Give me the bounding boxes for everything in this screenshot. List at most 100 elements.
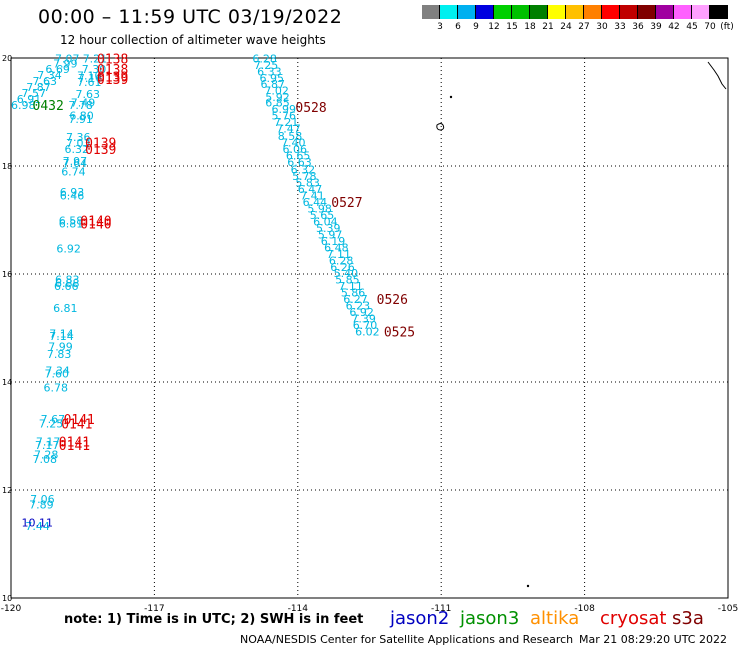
swh-value: 7.39 [351,313,376,326]
swh-value: 7.44 [25,520,50,533]
scale-swatch [494,5,512,19]
page-title: 00:00 – 11:59 UTC 03/19/2022 [38,6,343,28]
swh-value: 7.06 [30,493,55,506]
swh-value: 6.32 [65,143,90,156]
pass-time-label: 0432 [33,99,64,114]
lon-tick-label: -111 [431,604,451,614]
swh-value: 6.74 [61,166,86,179]
swh-value: 6.23 [346,300,371,313]
scale-label: 39 [650,22,662,32]
scale-label: 70 [704,22,716,32]
swh-value: 6.58 [59,214,84,227]
swh-value: 6.06 [283,143,308,156]
swh-value: 7.97 [63,155,88,168]
swh-value: 6.81 [59,218,84,231]
lon-tick-label: -120 [1,604,22,614]
islet-marker [449,95,453,99]
swh-value: 7.10 [77,70,102,83]
scale-swatch [692,5,710,19]
swh-value: 6.85 [265,97,290,110]
swh-value: 6.66 [54,280,79,293]
swh-value: 7.25 [254,59,279,72]
swh-value: 7.60 [44,368,69,381]
swh-value: 7.87 [26,81,50,94]
satellite-legend-jason2: jason2 [390,608,450,629]
swh-value: 7.11 [338,280,363,293]
scale-label: 15 [506,22,518,32]
scale-swatch [584,5,602,19]
swh-value: 6.70 [353,319,378,332]
swh-value: 5.85 [335,274,360,287]
scale-label: 36 [632,22,644,32]
island-marker [436,123,445,131]
scale-label: 3 [437,22,443,32]
pass-time-label: 0138 [97,63,128,78]
pass-time-label: 0141 [64,413,95,428]
swh-value: 6.65 [286,150,311,163]
pass-time-label: 0139 [97,73,128,88]
satellite-legend-altika: altika [530,608,580,629]
lat-tick-label: 18 [2,162,12,171]
scale-swatch [638,5,656,19]
swh-value: 7.64 [63,157,88,170]
footer-credit-time: Mar 21 08:29:20 UTC 2022 [579,633,727,646]
scale-unit: (ft) [720,22,734,32]
swh-value: 6.19 [321,235,346,248]
swh-value: 7.89 [29,498,54,511]
scale-label: 12 [488,22,500,32]
scale-label: 24 [560,22,572,32]
swh-value: 6.69 [45,63,70,76]
swh-value: 5.98 [307,202,332,215]
lon-tick-label: -114 [288,604,309,614]
swh-value: 7.11 [326,248,351,261]
swh-value: 7.34 [45,364,70,377]
swh-value: 6.63 [287,156,312,169]
swh-value: 7.08 [33,453,58,466]
scale-swatch [512,5,530,19]
swh-value: 7.07 [55,52,79,65]
pass-time-label: 0140 [80,218,111,233]
scale-label: 27 [578,22,590,32]
lon-tick-label: -108 [574,604,595,614]
swh-value: 5.86 [341,287,366,300]
scale-swatch [620,5,638,19]
scale-swatch [566,5,584,19]
swh-value: 7.49 [71,97,96,110]
swh-value: 7.03 [66,137,91,150]
swh-values: 7.077.996.697.347.637.877.576.916.987.21… [11,52,380,533]
pass-time-label: 0525 [384,326,415,341]
swh-value: 5.76 [272,110,297,123]
scale-swatch [476,5,494,19]
swh-value: 7.17 [36,436,61,449]
scale-swatch [530,5,548,19]
swh-value: 7.91 [68,113,93,126]
swh-value: 7.63 [76,88,101,101]
swh-value: 7.16 [78,72,103,85]
scale-label: 45 [686,22,698,32]
swh-value: 7.67 [41,413,66,426]
scale-swatch [656,5,674,19]
lat-tick-label: 16 [2,270,12,279]
swh-value: 6.93 [60,186,84,199]
islet-marker [526,584,530,588]
swh-value: 6.91 [17,93,42,106]
swh-value: 5.92 [265,91,290,104]
scale-swatch [710,5,728,19]
swh-value: 6.32 [291,164,316,177]
swh-value: 6.28 [329,254,354,267]
swh-value: 7.14 [49,330,74,343]
scale-label: 6 [455,22,461,32]
swh-value: 6.33 [257,65,282,78]
swh-value: 6.46 [60,189,84,202]
scale-label: 9 [473,22,479,32]
pass-time-label: 0140 [80,214,111,229]
scale-swatch [422,5,440,19]
swh-value: 7.78 [68,99,93,112]
coastline [436,61,727,588]
swh-value: 5.78 [292,170,317,183]
lat-tick-label: 20 [2,54,12,63]
swh-value: 5.65 [310,209,335,222]
swh-value: 7.21 [83,52,108,65]
